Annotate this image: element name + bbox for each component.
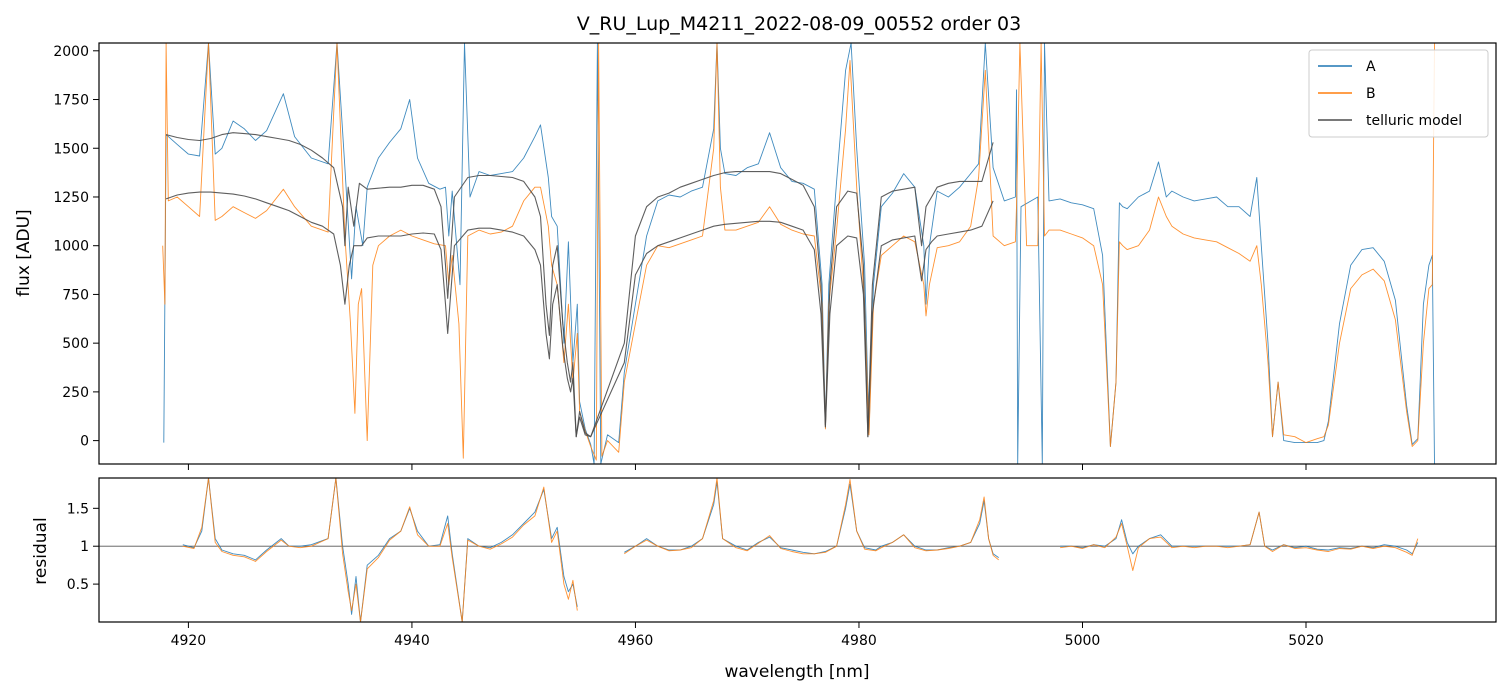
flux-series-telluric-model-b xyxy=(165,191,994,438)
flux-y-tick-label: 2000 xyxy=(53,44,89,60)
flux-y-tick-label: 250 xyxy=(62,385,89,401)
flux-series-telluric-model xyxy=(165,132,994,438)
legend-label-b: B xyxy=(1366,86,1376,102)
residual-x-tick-label: 4940 xyxy=(394,633,430,649)
residual-y-tick-label: 1 xyxy=(80,539,89,555)
residual-panel: 0.5 1 1.5 4920 4940 4960 4980 5000 5020 residua… xyxy=(31,477,1497,682)
residual-y-label: residual xyxy=(31,517,51,584)
flux-panel: 0 250 500 750 1000 1250 1500 1750 2000 flux [ADU… xyxy=(14,42,1497,470)
flux-y-tick-label: 0 xyxy=(80,434,89,450)
residual-x-tick-label: 4960 xyxy=(618,633,654,649)
legend-label-a: A xyxy=(1366,59,1376,75)
legend-box xyxy=(1308,49,1489,138)
residual-series-b xyxy=(182,478,578,622)
flux-axes-frame xyxy=(98,42,1497,465)
residual-axes-frame xyxy=(98,477,1497,623)
residual-series-b-3 xyxy=(1060,511,1419,571)
x-axis-label: wavelength [nm] xyxy=(724,662,869,682)
residual-series-a-3 xyxy=(1060,511,1419,555)
residual-x-tick-label: 4980 xyxy=(841,633,877,649)
flux-y-tick-label: 1500 xyxy=(53,141,89,157)
flux-y-tick-label: 750 xyxy=(62,287,89,303)
legend: A B telluric model xyxy=(1308,49,1489,138)
legend-label-telluric: telluric model xyxy=(1366,113,1462,129)
residual-series-b-2 xyxy=(624,478,999,561)
flux-y-tick-label: 1000 xyxy=(53,239,89,255)
residual-y-tick-label: 0.5 xyxy=(67,577,89,593)
flux-y-tick-label: 1750 xyxy=(53,93,89,109)
residual-y-tick-label: 1.5 xyxy=(67,501,89,517)
residual-x-tick-label: 5000 xyxy=(1065,633,1101,649)
flux-series-b xyxy=(162,43,1435,461)
flux-y-label: flux [ADU] xyxy=(14,209,34,296)
residual-x-tick-label: 5020 xyxy=(1288,633,1324,649)
residual-x-tick-label: 4920 xyxy=(171,633,207,649)
flux-y-tick-label: 1250 xyxy=(53,190,89,206)
chart-title: V_RU_Lup_M4211_2022-08-09_00552 order 03 xyxy=(577,13,1022,35)
residual-series-a xyxy=(182,478,578,622)
flux-y-tick-label: 500 xyxy=(62,336,89,352)
